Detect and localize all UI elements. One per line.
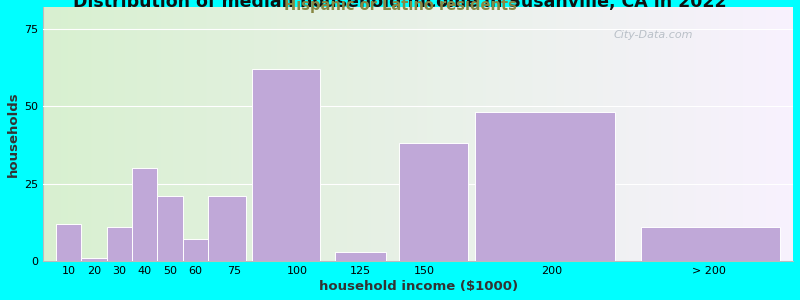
Bar <box>106 227 132 261</box>
Bar <box>158 196 183 261</box>
X-axis label: household income ($1000): household income ($1000) <box>318 280 518 293</box>
Bar <box>475 112 615 261</box>
Bar <box>641 227 780 261</box>
Bar <box>56 224 82 261</box>
Text: City-Data.com: City-Data.com <box>613 30 693 40</box>
Bar <box>132 168 158 261</box>
Bar <box>399 143 468 261</box>
Text: Hispanic or Latino residents: Hispanic or Latino residents <box>283 0 517 13</box>
Bar <box>183 239 208 261</box>
Bar <box>251 69 320 261</box>
Text: Distribution of median household income in Susanville, CA in 2022: Distribution of median household income … <box>73 0 727 11</box>
Y-axis label: households: households <box>7 91 20 177</box>
Bar <box>335 252 386 261</box>
Bar <box>208 196 246 261</box>
Bar <box>82 258 106 261</box>
